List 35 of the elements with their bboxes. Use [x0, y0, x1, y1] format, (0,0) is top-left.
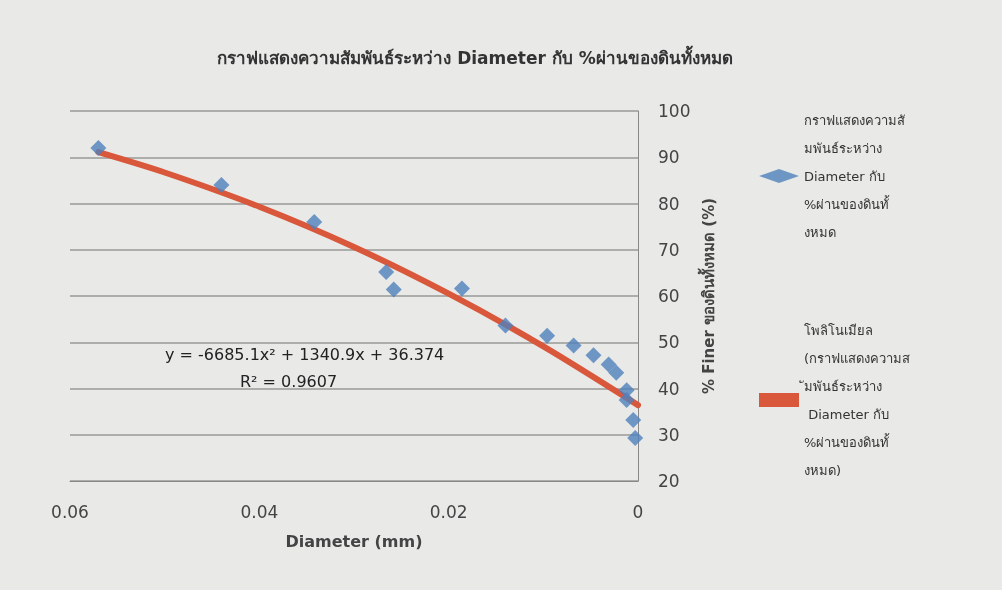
annotation: y = -6685.1x² + 1340.9x + 36.374: [165, 344, 445, 364]
point: [539, 327, 556, 344]
x-tick-label: 0: [632, 501, 644, 522]
legend-label: โพลิโนเมียล (กราฟแสดงความสัมพันธ์ระหว่าง Diameter กับ %ผ่านของดินทั้งหมด): [799, 322, 911, 478]
annotation: R² = 0.9607: [240, 371, 338, 391]
x-tick-label: 0.04: [240, 501, 279, 522]
y-tick-label: 30: [658, 424, 680, 445]
y-tick-label: 70: [658, 239, 680, 260]
y-tick-label: 90: [658, 147, 680, 168]
x-tick-label: 0.06: [51, 501, 89, 522]
point: [618, 392, 635, 409]
point: [600, 356, 617, 373]
legend-label: กราฟแสดงความสัมพันธ์ระหว่าง Diameter กับ %ผ่านของดินทั้งหมด: [804, 112, 905, 240]
point: [625, 411, 642, 428]
chart-title: กราฟแสดงความสัมพันธ์ระหว่าง Diameter กับ %ผ่านของดินทั้งหมด: [217, 44, 733, 68]
point: [385, 281, 402, 298]
point: [627, 429, 644, 446]
y-tick-label: 100: [658, 101, 691, 121]
y-tick-label: 20: [658, 471, 680, 491]
y-tick-label: 50: [658, 332, 680, 353]
point: [213, 177, 230, 193]
point: [90, 140, 107, 156]
point: [608, 364, 625, 381]
y-tick-label: 40: [658, 378, 680, 399]
x-tick-label: 0.02: [429, 501, 468, 522]
y-tick-label: 80: [658, 193, 680, 214]
point: [306, 214, 323, 230]
point: [378, 263, 395, 280]
point: [497, 317, 514, 334]
y-tick-label: 60: [658, 286, 680, 306]
y-axis-title: % Finer ของดินทั้งหมด (%): [696, 197, 718, 395]
point: [585, 347, 602, 364]
x-axis-title: Diameter (mm): [285, 531, 423, 551]
point: [453, 280, 470, 297]
point: [565, 337, 582, 354]
